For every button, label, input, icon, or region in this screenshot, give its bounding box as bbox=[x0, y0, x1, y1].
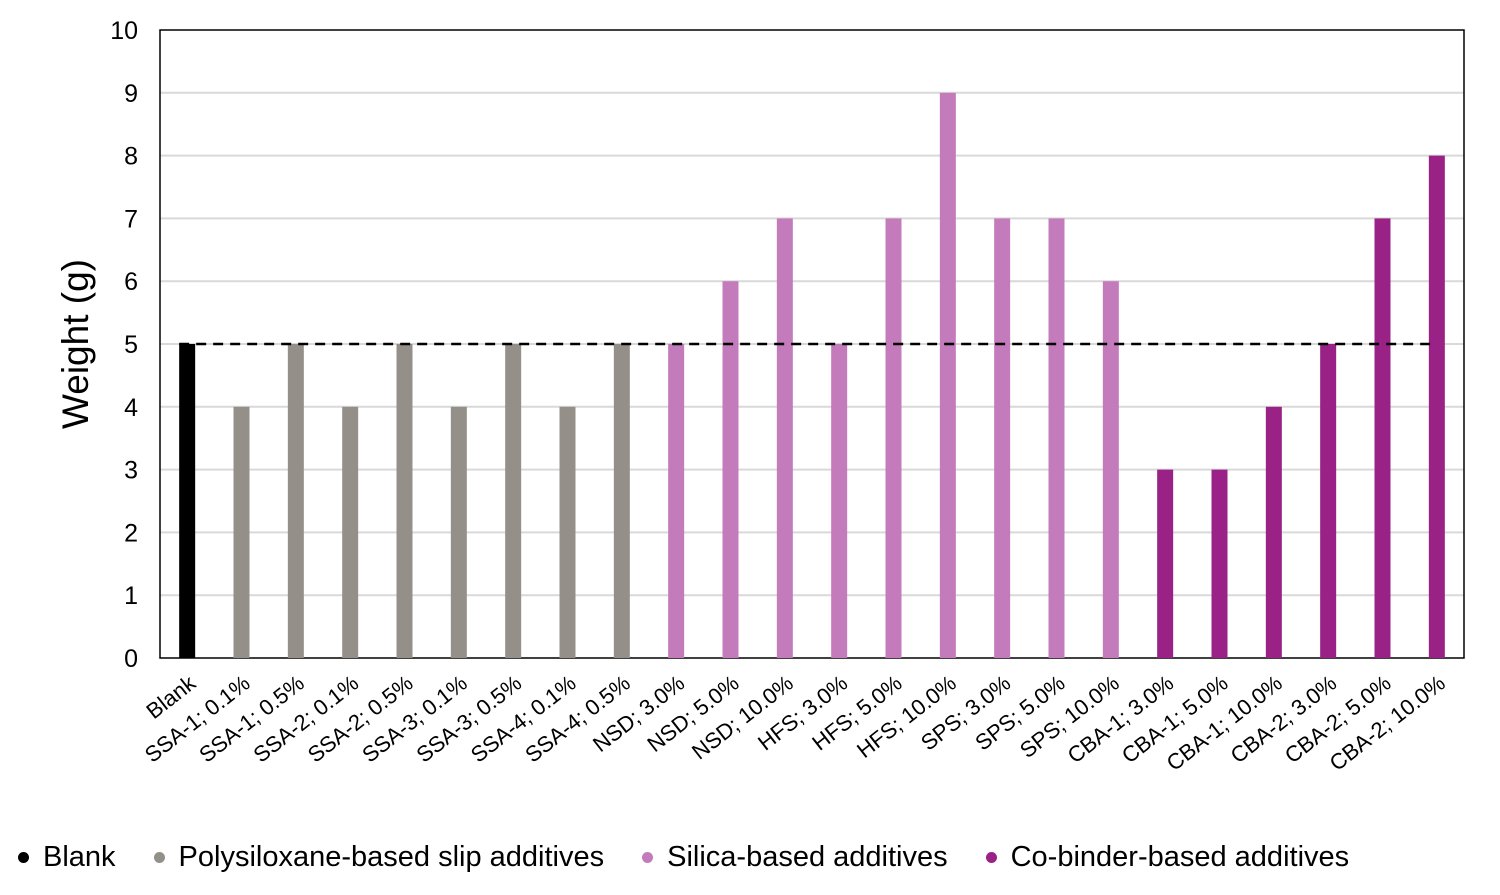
bar bbox=[722, 281, 739, 658]
bars bbox=[179, 92, 1445, 659]
legend-label-silica: Silica-based additives bbox=[667, 840, 948, 873]
bar bbox=[668, 344, 685, 658]
y-tick-label: 2 bbox=[124, 519, 138, 547]
bar bbox=[613, 344, 630, 658]
plot-area-frame bbox=[159, 29, 1465, 659]
legend-marker-blank bbox=[18, 851, 29, 863]
y-tick-label: 3 bbox=[124, 457, 138, 485]
bar bbox=[179, 344, 196, 658]
y-tick-label: 7 bbox=[124, 205, 138, 233]
bar bbox=[1265, 406, 1282, 658]
legend-label-co-binder: Co-binder-based additives bbox=[1010, 840, 1350, 873]
y-tick-label: 10 bbox=[110, 17, 138, 45]
legend-item-blank: Blank bbox=[18, 841, 116, 874]
y-tick-label: 1 bbox=[124, 582, 138, 610]
bar bbox=[831, 344, 848, 658]
y-axis-label: Weight (g) bbox=[55, 259, 96, 429]
legend-marker-co-binder bbox=[985, 851, 997, 863]
legend-label-blank: Blank bbox=[43, 840, 116, 873]
bar bbox=[1102, 281, 1119, 658]
bar bbox=[994, 218, 1011, 658]
legend-item-polysiloxane: Polysiloxane-based slip additives bbox=[153, 840, 605, 874]
legend: Blank Polysiloxane-based slip additives … bbox=[0, 832, 1500, 882]
bar bbox=[559, 406, 576, 658]
legend-item-co-binder: Co-binder-based additives bbox=[985, 840, 1350, 874]
legend-marker-polysiloxane bbox=[153, 851, 165, 863]
bar bbox=[342, 406, 359, 658]
bar bbox=[1211, 469, 1228, 658]
bar bbox=[287, 344, 304, 658]
bar bbox=[505, 344, 522, 658]
legend-label-polysiloxane: Polysiloxane-based slip additives bbox=[178, 840, 605, 873]
bar bbox=[1048, 218, 1065, 658]
y-tick-label: 8 bbox=[124, 143, 138, 171]
bar bbox=[885, 218, 902, 658]
bar bbox=[1157, 469, 1174, 658]
y-tick-label: 0 bbox=[124, 645, 138, 673]
y-tick-label: 4 bbox=[124, 394, 138, 422]
legend-marker-silica bbox=[642, 851, 654, 863]
bar bbox=[776, 218, 793, 658]
bar bbox=[1320, 344, 1337, 658]
bar bbox=[233, 406, 250, 658]
bar bbox=[1428, 155, 1445, 658]
y-tick-label: 9 bbox=[124, 80, 138, 108]
bar bbox=[450, 406, 467, 658]
bar bbox=[939, 92, 956, 659]
y-tick-labels: 0 1 2 3 4 5 6 7 8 9 10 bbox=[110, 17, 138, 673]
y-tick-label: 5 bbox=[124, 331, 138, 359]
bar bbox=[396, 344, 413, 658]
legend-item-silica: Silica-based additives bbox=[642, 840, 948, 874]
y-tick-label: 6 bbox=[124, 268, 138, 296]
bar bbox=[1374, 218, 1391, 658]
